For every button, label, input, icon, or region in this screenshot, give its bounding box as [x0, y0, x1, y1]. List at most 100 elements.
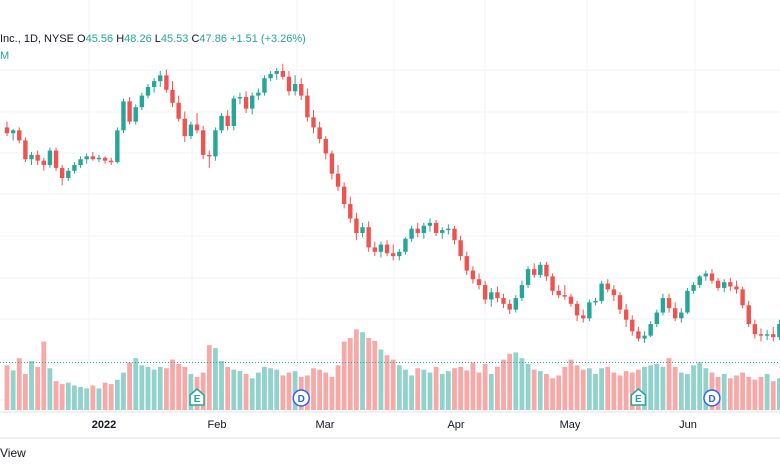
volume-bar	[145, 366, 151, 410]
candle	[593, 298, 598, 306]
volume-bar	[691, 365, 696, 410]
volume-bar	[102, 382, 108, 410]
volume-bar	[384, 355, 390, 410]
volume-bar	[213, 348, 218, 410]
candle	[654, 309, 659, 327]
candle-body	[587, 302, 592, 319]
candle-body	[53, 150, 59, 168]
candle	[617, 292, 623, 314]
candle	[323, 136, 328, 160]
candle	[623, 303, 629, 327]
volume-bar	[329, 376, 335, 410]
volume-bar	[470, 362, 476, 410]
volume-bar	[378, 349, 384, 410]
candle	[286, 71, 292, 96]
volume-bar	[507, 353, 513, 410]
volume-bar	[96, 388, 102, 410]
volume-bar	[501, 359, 506, 410]
close-value: 47.86	[199, 33, 227, 45]
candle	[78, 156, 83, 168]
volume-bar	[409, 375, 414, 410]
candle	[452, 225, 457, 245]
volume-bar	[35, 366, 41, 410]
change-value: +1.51 (+3.26%)	[230, 33, 306, 45]
volume-bar	[482, 363, 488, 410]
candle-body	[115, 130, 120, 163]
candle	[213, 127, 218, 161]
candle-body	[538, 264, 543, 275]
candle	[341, 182, 347, 209]
candle	[415, 222, 420, 238]
candle	[102, 156, 108, 164]
volume-bar	[280, 375, 286, 410]
candle	[41, 157, 46, 171]
volume-bar	[642, 366, 647, 410]
earnings-marker-shape	[630, 388, 647, 406]
candle	[519, 280, 525, 301]
candle	[164, 69, 169, 93]
volume-bar	[262, 366, 267, 410]
candle-body	[470, 270, 476, 280]
candle	[709, 269, 715, 284]
volume-bar	[133, 358, 139, 410]
earnings-marker-shape	[189, 388, 205, 406]
candle	[292, 75, 298, 96]
candle-body	[47, 150, 53, 166]
volume-bar	[10, 370, 16, 410]
candle	[611, 285, 617, 301]
candle-body	[292, 84, 298, 92]
candle	[109, 157, 114, 166]
candle	[495, 286, 500, 303]
candle	[35, 150, 40, 166]
candle	[84, 153, 89, 164]
volume-bar	[629, 372, 635, 410]
candle	[587, 299, 592, 322]
x-tick-label: Jun	[679, 419, 697, 431]
volume-bar	[403, 369, 408, 410]
volume-bar	[22, 374, 28, 410]
volume-bar	[268, 368, 273, 410]
view-label[interactable]: View	[0, 446, 26, 460]
candle-body	[59, 167, 65, 179]
volume-bar	[672, 366, 678, 410]
candle-body	[90, 156, 96, 160]
candle	[470, 266, 476, 284]
x-tick-label: 2022	[92, 419, 116, 431]
volume-bar	[697, 362, 703, 410]
low-label: L	[154, 33, 161, 45]
volume-bar	[421, 369, 427, 410]
volume-bar	[390, 359, 396, 410]
candle-body	[415, 228, 420, 233]
candle	[53, 147, 59, 171]
earnings-marker: E	[189, 388, 205, 406]
volume-bar	[685, 374, 690, 410]
candle-body	[746, 305, 751, 325]
candle	[630, 315, 635, 336]
volume-bar	[360, 332, 365, 410]
candle-body	[427, 222, 433, 226]
candle	[121, 98, 126, 134]
candle	[23, 137, 28, 163]
volume-bar	[53, 381, 59, 410]
candle-body	[225, 115, 230, 126]
candle	[605, 279, 610, 293]
candle-body	[188, 124, 194, 137]
candle	[231, 95, 237, 131]
candle-body	[482, 285, 488, 300]
candle	[489, 287, 494, 307]
volume-bar	[654, 363, 660, 410]
candle	[348, 196, 353, 223]
candle	[599, 280, 604, 304]
candle	[335, 165, 341, 192]
volume-bar	[562, 366, 568, 410]
candle	[397, 248, 402, 261]
candle	[568, 293, 574, 307]
candle-body	[311, 117, 316, 128]
candle	[10, 128, 16, 141]
candle-body	[709, 273, 715, 281]
volume-bar	[219, 361, 224, 410]
volume-bar	[488, 374, 494, 410]
candle	[170, 81, 175, 108]
candle-body	[23, 140, 28, 160]
